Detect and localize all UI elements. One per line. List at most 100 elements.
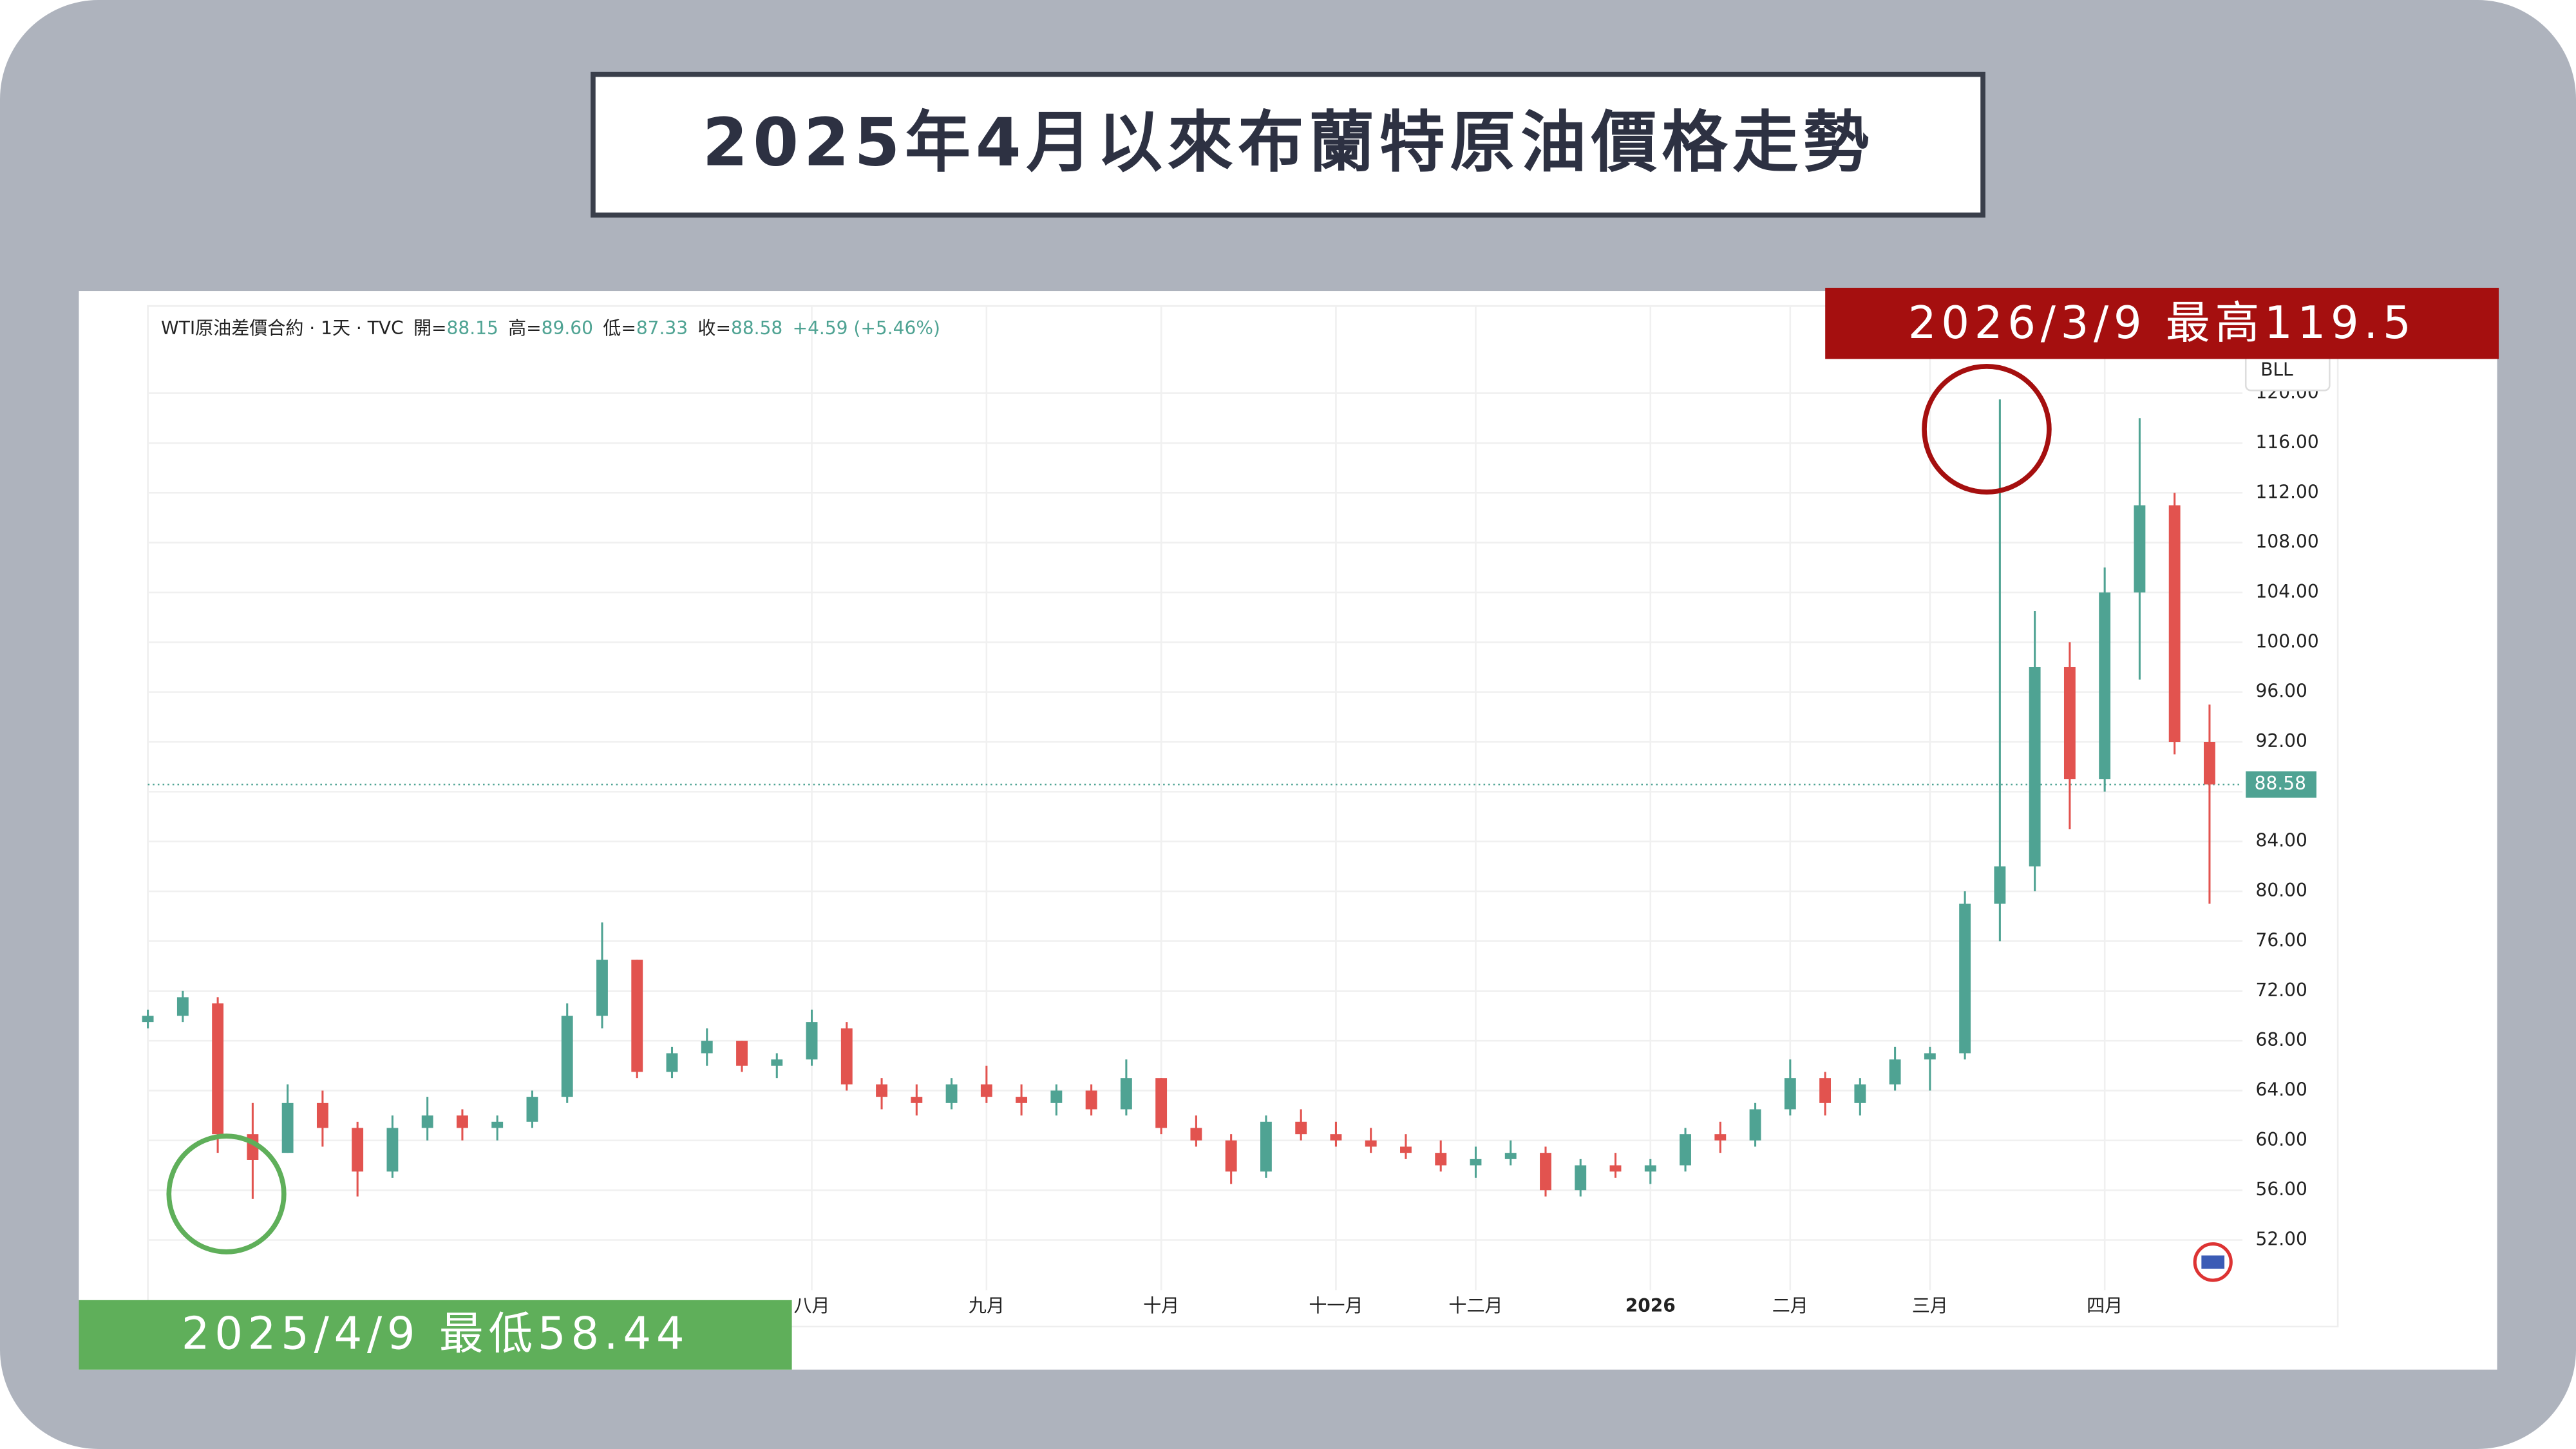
candle-body xyxy=(1644,1165,1656,1172)
y-tick-label: 68.00 xyxy=(2256,1029,2307,1050)
y-tick-label: 92.00 xyxy=(2256,730,2307,752)
candle-body xyxy=(945,1084,958,1103)
candle-body xyxy=(1400,1146,1412,1153)
header-symbol: WTI原油差價合約 · 1天 · TVC xyxy=(161,317,404,339)
y-tick-label: 108.00 xyxy=(2256,531,2319,553)
plot-frame xyxy=(147,305,2339,1328)
candle-body xyxy=(2063,667,2076,780)
low-annotation-box xyxy=(79,1300,792,1370)
candle-body xyxy=(1190,1128,1202,1141)
candle-body xyxy=(876,1084,887,1097)
header-field-label: 低= xyxy=(603,317,636,339)
candle-body xyxy=(212,1003,224,1135)
candle-body xyxy=(1889,1059,1901,1084)
x-tick-label: 九月 xyxy=(969,1295,1005,1316)
chart-panel xyxy=(79,291,2497,1370)
x-tick-label: 三月 xyxy=(1912,1295,1948,1316)
candle-body xyxy=(771,1059,783,1066)
flag-icon-inner xyxy=(2201,1255,2225,1269)
header-field-label: 高= xyxy=(508,317,542,339)
candle-body xyxy=(1784,1078,1796,1110)
low-circle xyxy=(166,1133,287,1255)
y-tick-label: 64.00 xyxy=(2256,1079,2307,1100)
y-tick-label: 52.00 xyxy=(2256,1228,2307,1249)
candle-body xyxy=(561,1016,573,1097)
y-tick-label: 60.00 xyxy=(2256,1129,2307,1150)
y-tick-label: 72.00 xyxy=(2256,980,2307,1001)
candle-body xyxy=(911,1097,923,1103)
header-field-label: 開= xyxy=(413,317,447,339)
candle-body xyxy=(1260,1121,1272,1172)
candle-body xyxy=(491,1121,504,1128)
high-annotation: 2026/3/9 最高119.5 xyxy=(1908,298,2416,349)
x-tick-label: 十一月 xyxy=(1309,1295,1363,1316)
chart-header: WTI原油差價合約 · 1天 · TVC 開=88.15 高=89.60 低=87.3… xyxy=(161,317,940,339)
candle-body xyxy=(1016,1097,1028,1103)
candle-body xyxy=(142,1016,154,1023)
candle-body xyxy=(596,960,608,1016)
candle-body xyxy=(1295,1121,1307,1135)
y-tick-label: 84.00 xyxy=(2256,830,2307,851)
candle-body xyxy=(526,1097,538,1122)
x-tick-label: 四月 xyxy=(2087,1295,2123,1316)
candle-body xyxy=(421,1115,433,1128)
y-tick-label: 80.00 xyxy=(2256,880,2307,901)
header-field-value: 87.33 xyxy=(636,317,688,339)
y-tick-label: 96.00 xyxy=(2256,681,2307,702)
candle-body xyxy=(1120,1078,1132,1110)
candle-body xyxy=(2204,742,2215,785)
candle-body xyxy=(1854,1084,1866,1103)
plot: 52.00 56.00 60.00 64.00 68.00 72.00 76.00 80.00… xyxy=(142,305,2339,1328)
candle-body xyxy=(1994,866,2006,904)
x-tick-label: 八月 xyxy=(793,1295,829,1316)
candle-body xyxy=(1819,1078,1832,1103)
candle-body xyxy=(631,960,643,1072)
y-tick-label: 76.00 xyxy=(2256,929,2307,951)
chart-title: 2025年4月以來布蘭特原油價格走勢 xyxy=(702,104,1873,181)
candle-body xyxy=(980,1084,992,1097)
candle-body xyxy=(1749,1109,1761,1141)
x-tick-label: 十二月 xyxy=(1448,1295,1502,1316)
x-tick-label: 二月 xyxy=(1772,1295,1808,1316)
candle-body xyxy=(1575,1165,1587,1191)
header-field-value: 89.60 xyxy=(542,317,593,339)
low-annotation: 2025/4/9 最低58.44 xyxy=(182,1308,690,1359)
header-field-value: 88.15 xyxy=(447,317,498,339)
candle-body xyxy=(1959,904,1971,1054)
y-tick-label: 104.00 xyxy=(2256,581,2319,602)
candle-body xyxy=(1924,1053,1936,1060)
candle-body xyxy=(1504,1153,1517,1159)
high-annotation-box xyxy=(1825,287,2499,359)
candle-body xyxy=(176,997,189,1016)
candle-body xyxy=(386,1128,399,1172)
candle-body xyxy=(1225,1140,1237,1172)
candle-body xyxy=(2168,505,2181,743)
last-price-box xyxy=(2246,771,2316,798)
header-field-label: 收= xyxy=(697,317,731,339)
candle-body xyxy=(1155,1078,1168,1128)
candle-body xyxy=(352,1128,364,1172)
candle-body xyxy=(457,1115,468,1128)
candle-body xyxy=(2134,505,2146,592)
candle-body xyxy=(1085,1090,1097,1110)
candle-body xyxy=(666,1053,678,1072)
candle-body xyxy=(1714,1134,1727,1141)
candle-body xyxy=(1330,1134,1342,1141)
x-tick-label: 十月 xyxy=(1143,1295,1179,1316)
high-circle xyxy=(1922,363,2052,495)
candle-body xyxy=(2099,592,2111,780)
candle-body xyxy=(1365,1140,1377,1147)
candle-body xyxy=(316,1103,328,1128)
title-box xyxy=(591,71,1985,218)
candle-body xyxy=(1609,1165,1622,1172)
candle-body xyxy=(1470,1159,1482,1166)
header-field-value: 88.58 xyxy=(731,317,782,339)
y-tick-label: 112.00 xyxy=(2256,481,2319,502)
candle-body xyxy=(1680,1134,1691,1166)
candle-body xyxy=(701,1041,713,1054)
y-tick-label: 56.00 xyxy=(2256,1179,2307,1200)
candle-body xyxy=(736,1041,748,1066)
last-price-label: 88.58 xyxy=(2255,773,2306,794)
y-tick-label: 116.00 xyxy=(2256,431,2319,453)
